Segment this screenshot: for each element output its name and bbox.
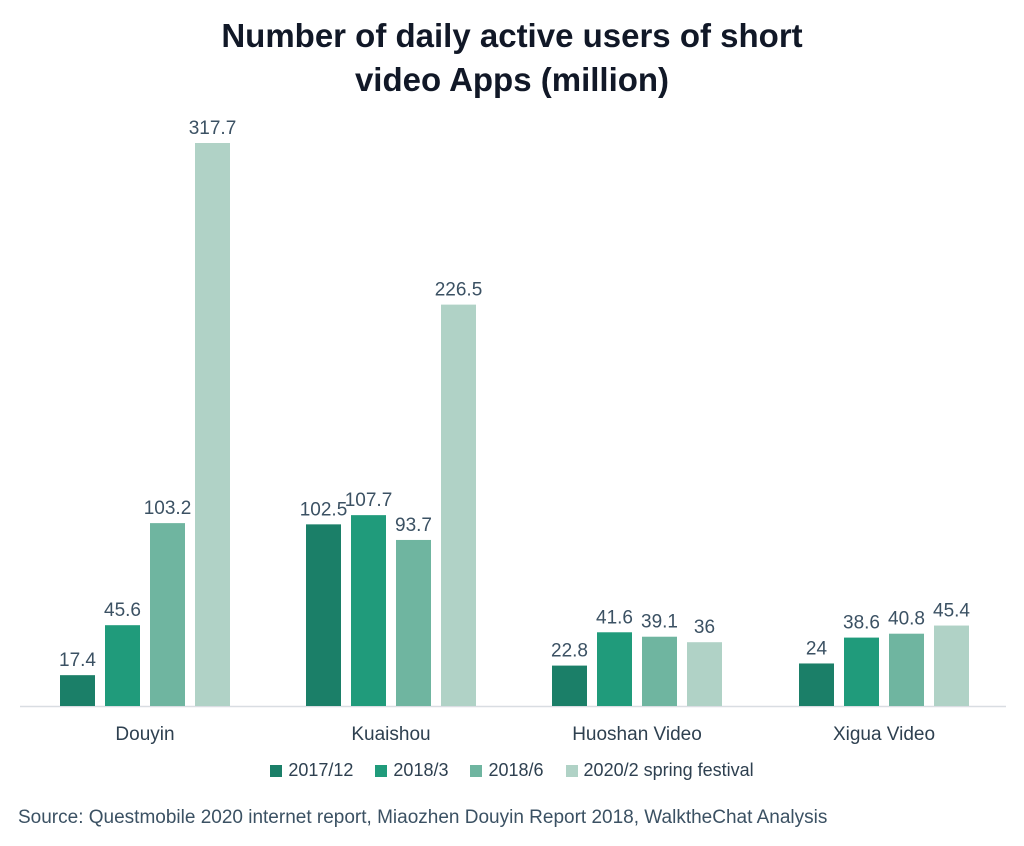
bar-huoshan-video-series-2 — [642, 636, 677, 706]
chart-title-line-1: Number of daily active users of short — [221, 17, 803, 54]
bar-douyin-series-0 — [60, 675, 95, 706]
legend-label-2018-3: 2018/3 — [393, 760, 449, 780]
bar-xigua-video-series-1 — [844, 637, 879, 706]
bar-huoshan-video-series-0 — [552, 665, 587, 706]
data-label-xigua-video-series-3: 45.4 — [933, 601, 970, 622]
data-label-xigua-video-series-1: 38.6 — [843, 613, 880, 634]
data-label-kuaishou-series-2: 93.7 — [395, 515, 432, 536]
data-label-douyin-series-2: 103.2 — [144, 498, 192, 519]
chart-title-line-2: video Apps (million) — [354, 61, 670, 98]
chart-title: Number of daily active users of short vi… — [0, 14, 1024, 102]
bar-douyin-series-3 — [195, 143, 230, 706]
data-label-huoshan-video-series-3: 36 — [694, 617, 715, 638]
bar-douyin-series-2 — [150, 523, 185, 706]
legend-item-2020-2-spring-festival: 2020/2 spring festival — [565, 760, 754, 781]
data-label-douyin-series-3: 317.7 — [189, 118, 237, 139]
data-label-xigua-video-series-0: 24 — [806, 638, 828, 659]
data-label-kuaishou-series-3: 226.5 — [435, 280, 483, 301]
category-label-xigua-video: Xigua Video — [833, 724, 935, 745]
bar-kuaishou-series-1 — [351, 515, 386, 706]
bar-kuaishou-series-0 — [306, 524, 341, 706]
legend-label-2018-6: 2018/6 — [488, 760, 544, 780]
data-label-douyin-series-0: 17.4 — [59, 650, 96, 671]
legend-label-2020-2-spring-festival: 2020/2 spring festival — [583, 760, 754, 780]
bar-xigua-video-series-2 — [889, 633, 924, 706]
legend: 2017/12 2018/3 2018/6 2020/2 spring fest… — [0, 760, 1024, 781]
data-label-huoshan-video-series-1: 41.6 — [596, 607, 633, 628]
bar-douyin-series-1 — [105, 625, 140, 706]
data-label-huoshan-video-series-2: 39.1 — [641, 612, 678, 633]
legend-swatch-2018-6 — [470, 764, 483, 777]
category-label-huoshan-video: Huoshan Video — [572, 724, 702, 745]
source-note: Source: Questmobile 2020 internet report… — [18, 807, 828, 828]
legend-swatch-2018-3 — [375, 764, 388, 777]
legend-swatch-2020-2-spring-festival — [565, 764, 578, 777]
bar-xigua-video-series-3 — [934, 625, 969, 706]
legend-swatch-2017-12 — [270, 764, 283, 777]
category-label-kuaishou: Kuaishou — [351, 724, 430, 745]
bar-xigua-video-series-0 — [799, 663, 834, 706]
category-label-douyin: Douyin — [115, 724, 174, 745]
bar-huoshan-video-series-1 — [597, 632, 632, 706]
bar-huoshan-video-series-3 — [687, 642, 722, 706]
data-label-kuaishou-series-1: 107.7 — [345, 490, 393, 511]
data-label-huoshan-video-series-0: 22.8 — [551, 641, 588, 662]
bar-kuaishou-series-2 — [396, 539, 431, 706]
legend-item-2018-6: 2018/6 — [470, 760, 544, 781]
legend-item-2017-12: 2017/12 — [270, 760, 353, 781]
data-label-kuaishou-series-0: 102.5 — [300, 499, 348, 520]
legend-item-2018-3: 2018/3 — [375, 760, 448, 781]
data-label-xigua-video-series-2: 40.8 — [888, 609, 925, 630]
data-label-douyin-series-1: 45.6 — [104, 600, 141, 621]
legend-label-2017-12: 2017/12 — [288, 760, 354, 780]
bar-kuaishou-series-3 — [441, 304, 476, 706]
